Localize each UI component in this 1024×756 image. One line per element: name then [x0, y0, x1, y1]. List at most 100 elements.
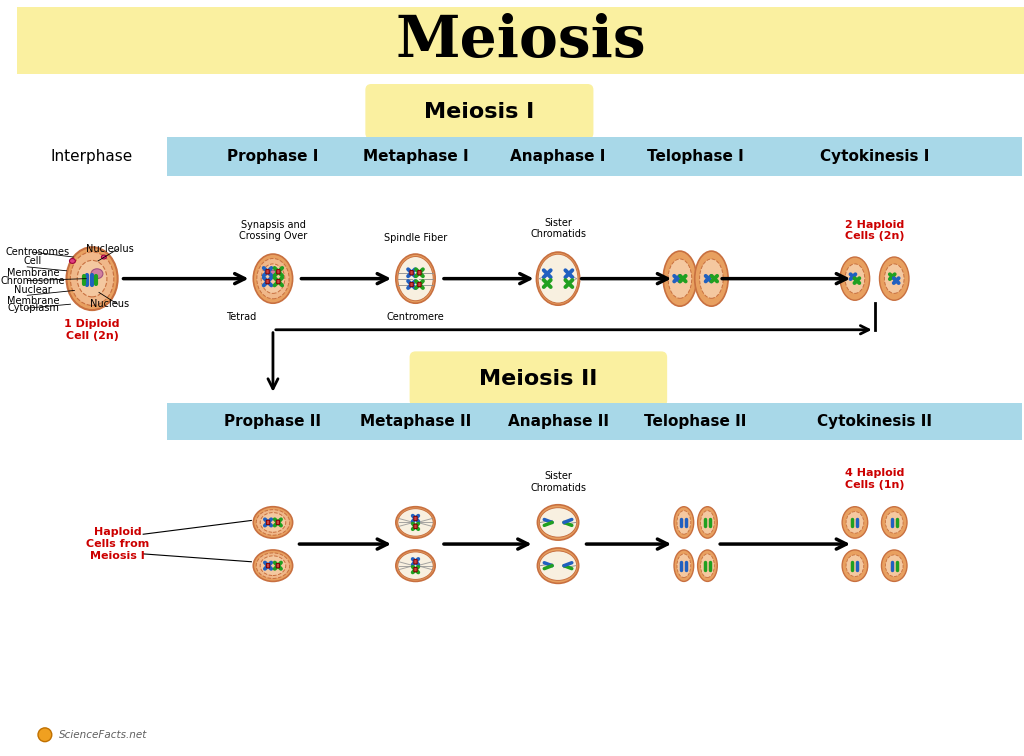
FancyBboxPatch shape [414, 559, 417, 564]
Ellipse shape [397, 552, 433, 579]
Text: Telophase I: Telophase I [647, 149, 744, 164]
Ellipse shape [71, 252, 114, 305]
FancyBboxPatch shape [410, 271, 414, 275]
Text: Nucleolus: Nucleolus [86, 244, 134, 254]
Text: Anaphase II: Anaphase II [508, 414, 608, 429]
Text: Cytokinesis II: Cytokinesis II [817, 414, 932, 429]
FancyBboxPatch shape [266, 270, 269, 274]
Text: Prophase I: Prophase I [227, 149, 318, 164]
Text: Cytokinesis I: Cytokinesis I [820, 149, 929, 164]
Text: ScienceFacts.net: ScienceFacts.net [58, 730, 147, 740]
Ellipse shape [269, 271, 276, 277]
Text: Tetrad: Tetrad [226, 312, 257, 322]
Ellipse shape [700, 554, 715, 578]
FancyBboxPatch shape [410, 352, 668, 407]
Text: Sister
Chromatids: Sister Chromatids [530, 218, 586, 240]
Ellipse shape [253, 550, 293, 581]
Ellipse shape [842, 507, 867, 538]
Text: Meiosis II: Meiosis II [479, 369, 598, 389]
Ellipse shape [880, 257, 909, 300]
FancyBboxPatch shape [167, 137, 1022, 176]
FancyBboxPatch shape [276, 270, 280, 274]
Text: Spindle Fiber: Spindle Fiber [384, 234, 447, 243]
Ellipse shape [256, 510, 290, 535]
Text: 4 Haploid
Cells (1n): 4 Haploid Cells (1n) [845, 469, 904, 490]
Text: Prophase II: Prophase II [224, 414, 322, 429]
FancyBboxPatch shape [17, 8, 1024, 74]
Ellipse shape [886, 555, 903, 577]
Ellipse shape [677, 510, 691, 534]
Ellipse shape [664, 251, 696, 306]
Text: Interphase: Interphase [51, 149, 133, 164]
Ellipse shape [396, 254, 435, 303]
FancyBboxPatch shape [276, 280, 280, 284]
Text: Meiosis: Meiosis [395, 13, 646, 69]
FancyBboxPatch shape [276, 563, 280, 568]
Ellipse shape [668, 259, 692, 299]
Text: Haploid
Cells from
Meiosis I: Haploid Cells from Meiosis I [86, 528, 150, 561]
Text: Nucleus: Nucleus [90, 299, 129, 309]
FancyBboxPatch shape [266, 280, 269, 284]
FancyBboxPatch shape [366, 84, 594, 139]
Ellipse shape [697, 550, 717, 581]
Ellipse shape [538, 548, 579, 584]
Text: Sister
Chromatids: Sister Chromatids [530, 471, 586, 493]
FancyBboxPatch shape [414, 524, 417, 528]
Ellipse shape [538, 505, 579, 540]
Ellipse shape [261, 264, 285, 293]
Ellipse shape [260, 556, 286, 575]
Ellipse shape [253, 507, 293, 538]
Text: 2 Haploid
Cells (2n): 2 Haploid Cells (2n) [845, 220, 904, 241]
Ellipse shape [260, 513, 286, 532]
FancyBboxPatch shape [266, 520, 269, 525]
Ellipse shape [885, 264, 904, 293]
Text: Metaphase I: Metaphase I [362, 149, 468, 164]
Ellipse shape [886, 512, 903, 533]
Ellipse shape [77, 260, 106, 297]
Ellipse shape [842, 550, 867, 581]
FancyBboxPatch shape [418, 283, 421, 287]
Text: Meiosis I: Meiosis I [424, 101, 535, 122]
Ellipse shape [540, 551, 577, 581]
Ellipse shape [674, 507, 693, 538]
Ellipse shape [397, 509, 433, 536]
FancyBboxPatch shape [414, 516, 417, 521]
Ellipse shape [882, 550, 907, 581]
Ellipse shape [845, 264, 864, 293]
Text: Cell
Membrane: Cell Membrane [7, 256, 59, 277]
Ellipse shape [840, 257, 869, 300]
Ellipse shape [539, 254, 578, 303]
Ellipse shape [846, 512, 864, 533]
FancyBboxPatch shape [266, 563, 269, 568]
Text: Telophase II: Telophase II [644, 414, 746, 429]
Ellipse shape [699, 259, 723, 299]
Ellipse shape [397, 256, 433, 301]
Text: Nuclear
Membrane: Nuclear Membrane [7, 284, 59, 306]
Ellipse shape [882, 507, 907, 538]
Ellipse shape [540, 508, 577, 538]
Text: Centromere: Centromere [387, 312, 444, 322]
Text: Metaphase II: Metaphase II [359, 414, 471, 429]
Text: Cytoplasm: Cytoplasm [7, 303, 59, 313]
Text: Anaphase I: Anaphase I [510, 149, 606, 164]
Ellipse shape [70, 259, 76, 263]
FancyBboxPatch shape [276, 520, 280, 525]
Ellipse shape [38, 728, 52, 742]
FancyBboxPatch shape [167, 402, 1022, 440]
Text: Centrosomes: Centrosomes [6, 247, 70, 257]
Ellipse shape [700, 510, 715, 534]
Ellipse shape [694, 251, 728, 306]
Ellipse shape [91, 269, 102, 279]
FancyBboxPatch shape [418, 271, 421, 275]
Ellipse shape [396, 507, 435, 538]
Ellipse shape [674, 550, 693, 581]
Ellipse shape [256, 553, 290, 578]
Ellipse shape [396, 550, 435, 581]
Text: 1 Diploid
Cell (2n): 1 Diploid Cell (2n) [65, 319, 120, 340]
Text: Chromosome: Chromosome [1, 276, 66, 286]
Text: Synapsis and
Crossing Over: Synapsis and Crossing Over [239, 220, 307, 241]
Ellipse shape [101, 255, 106, 259]
Ellipse shape [67, 247, 118, 310]
FancyBboxPatch shape [410, 283, 414, 287]
Ellipse shape [537, 252, 580, 305]
